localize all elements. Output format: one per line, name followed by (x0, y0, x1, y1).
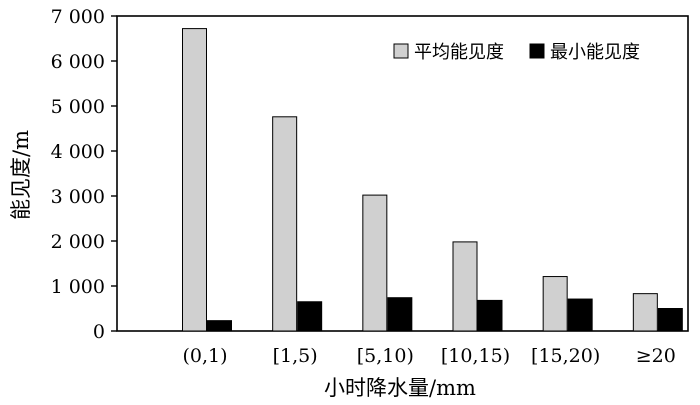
y-axis-title: 能见度/m (9, 130, 33, 220)
y-tick-label: 6 000 (51, 51, 105, 73)
legend-swatch (529, 43, 545, 59)
y-tick-label: 2 000 (51, 231, 105, 253)
y-tick-label: 1 000 (51, 276, 105, 298)
bar-min-visibility (297, 301, 323, 332)
x-axis-title: 小时降水量/mm (324, 376, 476, 400)
x-tick-label: [15,20) (531, 345, 600, 367)
y-tick-label: 3 000 (51, 186, 105, 208)
legend-swatch (393, 43, 409, 59)
bar-avg-visibility (452, 241, 478, 332)
x-tick-label: (0,1) (182, 345, 227, 367)
bar-min-visibility (387, 297, 413, 332)
bar-min-visibility (207, 320, 232, 332)
x-tick-label: ≥20 (636, 345, 676, 367)
legend-label: 最小能见度 (550, 42, 640, 63)
bar-min-visibility (477, 299, 503, 332)
x-tick-label: [10,15) (441, 345, 510, 367)
x-tick-label: [5,10) (357, 345, 414, 367)
y-tick-label: 5 000 (51, 96, 105, 118)
legend-label: 平均能见度 (414, 42, 504, 63)
x-tick-label: [1,5) (273, 345, 318, 367)
bar-min-visibility (657, 308, 683, 332)
y-tick-label: 7 000 (51, 6, 105, 28)
legend: 平均能见度 最小能见度 (393, 42, 640, 63)
bar-avg-visibility (182, 28, 207, 332)
bar-avg-visibility (632, 293, 658, 332)
y-tick-label: 0 (93, 321, 105, 343)
bar-avg-visibility (362, 194, 388, 332)
y-tick-label: 4 000 (51, 141, 105, 163)
bar-avg-visibility (272, 116, 298, 332)
bar-avg-visibility (542, 276, 568, 332)
bar-min-visibility (567, 298, 593, 332)
